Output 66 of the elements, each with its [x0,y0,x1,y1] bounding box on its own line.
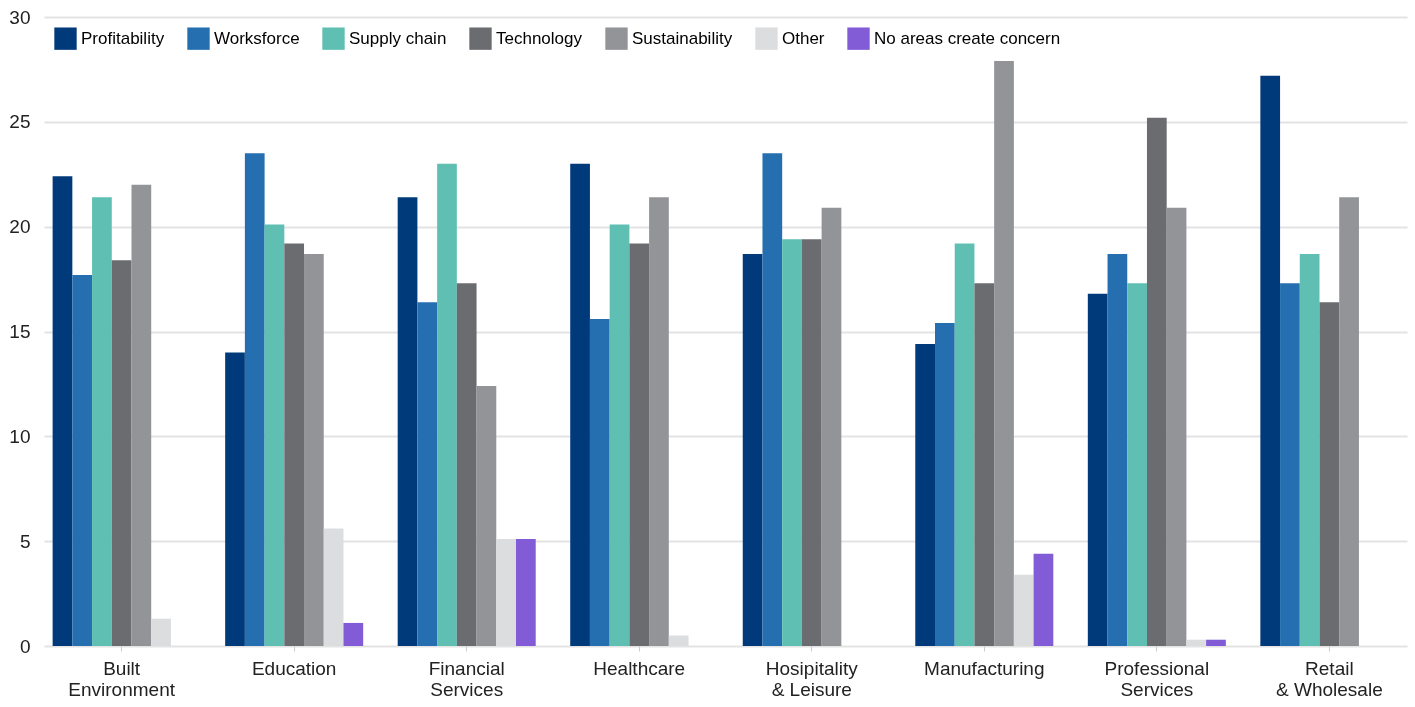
bar [1319,302,1340,646]
bar [1146,117,1167,646]
bar [782,239,802,646]
y-tick-label: 30 [9,6,31,28]
legend-label: No areas create concern [874,28,1061,48]
bar [437,163,457,646]
y-tick-label: 0 [19,635,31,657]
bar [801,239,822,646]
bar [1260,75,1281,646]
bar [244,153,265,646]
bar [935,323,955,646]
legend-label: Other [782,28,825,48]
bar [516,539,536,646]
bar [1087,293,1108,646]
bar [72,274,93,646]
bar [994,61,1014,646]
x-tick-label: Healthcare [593,657,686,679]
bar [1206,639,1226,646]
x-tick-label: Professional Services [1104,657,1210,700]
x-tick-label: Built Environment [68,657,176,700]
bar [1166,207,1187,646]
bar [821,207,842,646]
bar [225,352,245,646]
bar [629,243,650,646]
legend-label: Sustainability [632,28,733,48]
bar [304,253,324,646]
legend-label: Worksforce [214,28,300,48]
bar [1107,253,1128,646]
x-tick-label: Manufacturing [924,657,1045,679]
bar [1339,197,1359,646]
bar [1033,553,1054,646]
bar [92,197,112,646]
bar [609,224,630,646]
y-tick-label: 10 [9,425,31,447]
legend-label: Profitability [81,28,165,48]
bar [1127,283,1147,646]
bar [264,224,285,646]
bar [1280,283,1300,646]
bar [284,243,305,646]
bar [131,184,152,646]
bar [915,344,935,646]
bar [476,386,497,646]
x-tick-label: Retail & Wholesale [1276,657,1383,700]
bar [974,283,995,646]
bar [417,302,438,646]
bar [954,243,975,646]
y-tick-label: 15 [9,321,31,342]
bar [343,622,364,646]
y-tick-label: 20 [9,216,31,238]
bar [589,318,610,646]
bar [1299,253,1320,646]
y-tick-label: 5 [19,530,31,552]
x-tick-label: Hosipitality & Leisure [765,657,859,700]
bar [649,197,669,646]
x-tick-label: Financial Services [428,657,505,700]
bar [397,197,418,646]
legend-label: Technology [496,28,583,48]
bar [52,176,73,646]
bar [570,163,590,646]
x-tick-label: Education [251,657,337,679]
y-tick-label: 25 [9,111,31,133]
bar [762,153,783,646]
legend-label: Supply chain [349,28,447,48]
bar [742,253,763,646]
bar [456,283,477,646]
bar [111,260,132,646]
